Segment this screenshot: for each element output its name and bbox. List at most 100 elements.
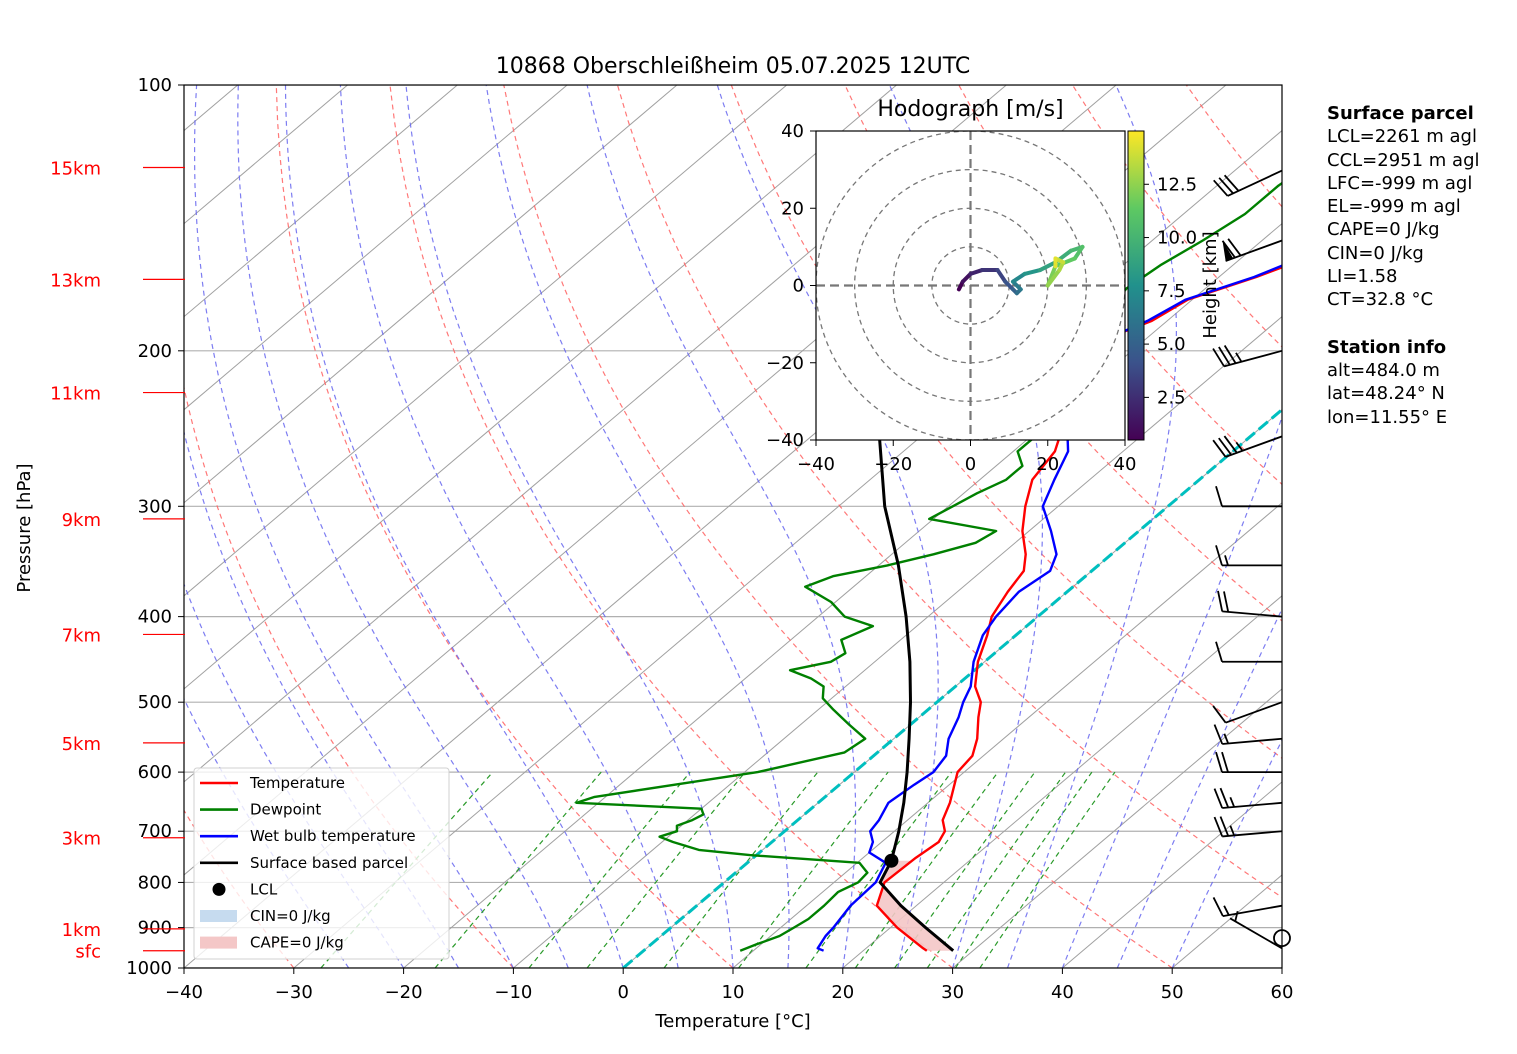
barb-shaft (1225, 435, 1283, 458)
y-tick-label: 400 (138, 607, 172, 628)
hodograph-title: Hodograph [m/s] (877, 97, 1063, 122)
legend: Temperature Dewpoint Wet bulb temperature S… (193, 767, 450, 960)
hodograph-segment (995, 268, 1008, 284)
dry-adiabat-line (616, 85, 1282, 899)
height-label: 5km (62, 734, 101, 755)
calm-circle (1273, 929, 1291, 948)
barb-full (1218, 177, 1234, 194)
x-tick-label: 20 (831, 982, 854, 1003)
barb-full (1223, 174, 1240, 192)
x-tick-label: 50 (1161, 982, 1184, 1003)
moist-adiabat-line (194, 85, 514, 968)
wind-barb (1229, 910, 1283, 950)
wind-barb (1215, 641, 1282, 663)
hodograph-segment (1038, 260, 1058, 273)
legend-label: CAPE=0 J/kg (250, 934, 344, 952)
isotherm-line (184, 85, 897, 690)
height-label: 9km (62, 510, 101, 531)
moist-adiabat-line (237, 85, 569, 968)
barb-full (1212, 439, 1227, 458)
chart-title: 10868 Oberschleißheim 05.07.2025 12UTC (496, 54, 971, 79)
isotherm-line (184, 85, 458, 318)
hodograph: Hodograph [m/s] −40 −20 0 20 40 40 20 0 −20 −40 2.5… (766, 97, 1221, 475)
moist-adiabat-line (405, 85, 734, 968)
cape-area (877, 860, 954, 951)
y-tick-label: 700 (138, 821, 172, 842)
wind-barb (1212, 344, 1283, 368)
barb-full (1212, 897, 1224, 917)
barb-full (1215, 751, 1223, 773)
barb-full (1223, 435, 1238, 454)
colorbar-tick-label: 5.0 (1157, 334, 1186, 355)
surface-parcel-header: Surface parcel (1327, 103, 1474, 124)
ccl-value: CCL=2951 m agl (1327, 149, 1480, 171)
hodograph-segment (1072, 244, 1085, 261)
height-label: 13km (50, 270, 101, 291)
barb-shaft (1222, 904, 1283, 917)
moist-adiabat-line (284, 85, 624, 968)
height-label: 11km (50, 384, 101, 405)
x-tick-label: −20 (385, 982, 423, 1003)
height-label: 15km (50, 158, 101, 179)
colorbar-tick-label: 7.5 (1157, 281, 1186, 302)
lcl-marker (884, 853, 899, 868)
parcel-info-panel: Surface parcel LCL=2261 m agl CCL=2951 m… (1327, 102, 1480, 429)
barb-half (1224, 555, 1229, 566)
legend-swatch-marker (212, 882, 226, 896)
isotherm-line (1062, 781, 1282, 968)
hodograph-y-tick-label: −20 (766, 353, 804, 374)
y-tick-label: 900 (138, 918, 172, 939)
legend-label: LCL (250, 880, 278, 898)
hodograph-plot-area (816, 131, 1125, 440)
wind-barb (1213, 169, 1283, 197)
barb-shaft (1229, 917, 1283, 950)
dry-adiabat-line (503, 85, 1173, 968)
cin-value: CIN=0 J/kg (1327, 242, 1424, 264)
barb-half (1223, 905, 1230, 916)
hodograph-y-tick-label: 20 (781, 198, 804, 219)
barb-shaft (1222, 737, 1283, 745)
moist-adiabat-line (1061, 415, 1282, 968)
x-tick-label: −40 (165, 982, 203, 1003)
dry-adiabat-line (958, 85, 1282, 486)
mixing-ratio-line (926, 771, 1067, 968)
barb-half (1223, 733, 1230, 744)
barb-full (1215, 641, 1223, 663)
barb-shaft (1225, 239, 1283, 262)
station-info-header: Station info (1327, 336, 1447, 358)
mixing-ratio-line (663, 771, 819, 968)
hodograph-x-tick-label: −40 (797, 454, 835, 475)
barb-shaft (1223, 349, 1283, 368)
barb-full (1221, 240, 1236, 259)
barb-full (1218, 346, 1231, 366)
legend-swatch-patch (200, 936, 237, 949)
wind-barb (1215, 545, 1282, 567)
colorbar-tick-label: 10.0 (1157, 228, 1197, 249)
barb-half (1229, 796, 1236, 808)
station-latitude: lat=48.24° N (1327, 383, 1445, 405)
hodograph-x-tick-label: 20 (1036, 454, 1059, 475)
isotherm-line (184, 85, 788, 597)
colorbar (1127, 130, 1145, 441)
isotherm-line (293, 129, 1282, 968)
legend-label: CIN=0 J/kg (250, 907, 331, 925)
y-axis-label: Pressure [hPa] (14, 463, 35, 592)
barb-shaft (1222, 610, 1283, 618)
x-tick-label: 0 (617, 982, 628, 1003)
height-label: 7km (62, 625, 101, 646)
barb-shaft (1222, 801, 1283, 809)
hodograph-segment (1010, 271, 1027, 284)
height-label: 1km (62, 920, 101, 941)
mixing-ratio-line (805, 771, 952, 968)
mixing-ratio-line (434, 771, 602, 968)
barb-full (1215, 545, 1223, 566)
isotherm-line (952, 688, 1282, 968)
isotherm-line (403, 222, 1282, 968)
barb-full (1215, 486, 1223, 507)
hodograph-y-tick-label: 0 (793, 276, 804, 297)
wind-barb (1221, 238, 1283, 262)
legend-label: Wet bulb temperature (250, 827, 416, 845)
legend-label: Temperature (249, 774, 345, 792)
barb-full (1227, 238, 1242, 257)
cape-value: CAPE=0 J/kg (1327, 219, 1440, 241)
